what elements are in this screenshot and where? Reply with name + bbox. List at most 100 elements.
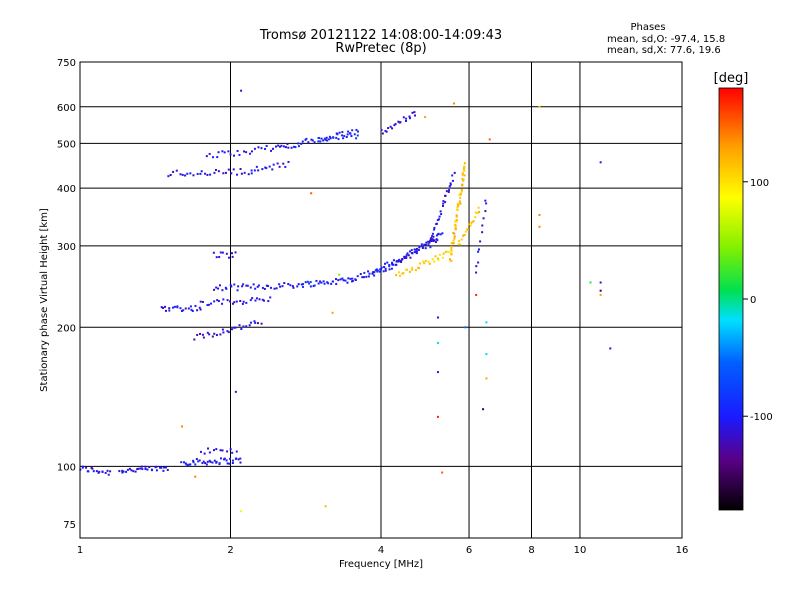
echo-point	[184, 174, 187, 177]
x-tick-label: 1	[77, 545, 83, 556]
echo-point	[230, 252, 233, 255]
echo-point	[418, 267, 421, 270]
echo-point	[444, 201, 447, 204]
echo-point	[203, 452, 206, 455]
echo-point	[433, 228, 436, 231]
echo-point	[313, 141, 316, 144]
echo-point	[278, 165, 281, 168]
echo-point	[477, 206, 480, 209]
echo-point	[351, 277, 354, 280]
echo-point	[441, 256, 444, 259]
echo-point	[141, 468, 144, 471]
echo-point	[253, 320, 256, 323]
echo-point	[184, 307, 187, 310]
echo-point	[189, 172, 192, 175]
echo-point	[199, 450, 202, 453]
echo-point	[599, 289, 602, 292]
echo-point	[463, 233, 466, 236]
grid-lines	[80, 62, 682, 538]
echo-point	[368, 272, 371, 275]
echo-point	[437, 258, 440, 261]
echo-point	[342, 279, 345, 282]
echo-point	[233, 326, 236, 329]
echo-point	[85, 466, 88, 469]
echo-point	[451, 242, 454, 245]
echo-point	[453, 235, 456, 238]
echo-point	[247, 173, 250, 176]
echo-point	[407, 254, 410, 257]
echo-point	[189, 463, 192, 466]
echo-point	[454, 224, 457, 227]
echo-point	[206, 173, 209, 176]
echo-point	[349, 277, 352, 280]
echo-point	[199, 300, 202, 303]
echo-point	[263, 287, 266, 290]
echo-point	[337, 279, 340, 282]
plot-frame	[79, 61, 683, 539]
echo-point	[431, 232, 434, 235]
echo-point	[193, 338, 196, 341]
echo-point	[326, 139, 329, 142]
echo-point	[249, 299, 252, 302]
echo-point	[221, 302, 224, 305]
echo-point	[217, 151, 220, 154]
echo-point	[427, 260, 430, 263]
echo-point	[417, 249, 420, 252]
echo-point	[225, 252, 228, 255]
echo-point	[292, 286, 295, 289]
echo-point	[403, 255, 406, 258]
echo-point	[446, 250, 449, 253]
echo-point	[399, 274, 402, 277]
echo-point	[451, 174, 454, 177]
echo-point	[225, 459, 228, 462]
echo-point	[265, 167, 268, 170]
echo-point	[208, 333, 211, 336]
echo-point	[453, 171, 456, 174]
echo-point	[154, 466, 157, 469]
y-tick-label: 400	[57, 184, 76, 195]
echo-point	[218, 256, 221, 259]
echo-point	[185, 463, 188, 466]
echo-point	[337, 138, 340, 141]
echo-point	[162, 469, 165, 472]
echo-point	[159, 466, 162, 469]
echo-point	[436, 371, 439, 374]
echo-point	[162, 306, 165, 309]
echo-point	[233, 301, 236, 304]
echo-point	[441, 471, 444, 474]
echo-point	[442, 202, 445, 205]
echo-point	[257, 169, 260, 172]
echo-point	[458, 240, 461, 243]
echo-point	[217, 300, 220, 303]
x-tick-label: 4	[378, 545, 384, 556]
echo-point	[430, 240, 433, 243]
echo-point	[405, 117, 408, 120]
echo-point	[429, 238, 432, 241]
echo-point	[441, 232, 444, 235]
echo-point	[349, 132, 352, 135]
echo-point	[199, 332, 202, 335]
echo-point	[419, 262, 422, 265]
echo-point	[221, 328, 224, 331]
echo-point	[373, 274, 376, 277]
echo-point	[378, 270, 381, 273]
echo-point	[262, 299, 265, 302]
echo-point	[229, 284, 232, 287]
echo-point	[221, 289, 224, 292]
echo-point	[201, 300, 204, 303]
echo-point	[294, 146, 297, 149]
echo-point	[125, 470, 128, 473]
echo-point	[106, 469, 109, 472]
echo-point	[437, 232, 440, 235]
echo-point	[121, 469, 124, 472]
echo-point	[309, 285, 312, 288]
echo-point	[254, 299, 257, 302]
y-tick-label: 75	[63, 520, 76, 531]
echo-point	[404, 268, 407, 271]
echo-point	[394, 123, 397, 126]
echo-point	[285, 146, 288, 149]
x-axis-label: Frequency [MHz]	[339, 559, 423, 570]
echo-point	[441, 204, 444, 207]
echo-point	[460, 188, 463, 191]
echo-point	[206, 304, 209, 307]
